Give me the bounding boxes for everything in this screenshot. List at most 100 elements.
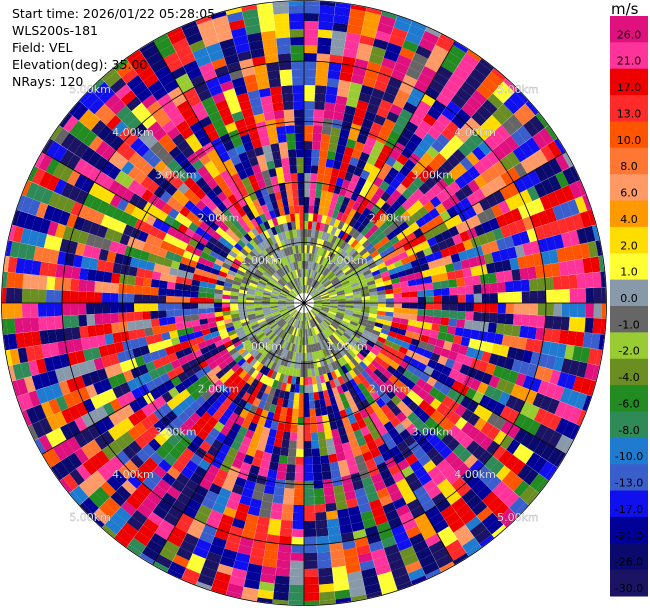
velocity-gate bbox=[175, 322, 185, 331]
velocity-gate bbox=[222, 408, 234, 419]
velocity-gate bbox=[491, 388, 504, 402]
velocity-gate bbox=[309, 181, 317, 190]
velocity-gate bbox=[130, 454, 145, 469]
velocity-gate bbox=[496, 313, 506, 324]
velocity-gate bbox=[382, 369, 393, 380]
velocity-gate bbox=[404, 267, 415, 276]
velocity-gate bbox=[155, 255, 166, 266]
velocity-gate bbox=[391, 254, 401, 264]
velocity-gate bbox=[262, 310, 272, 314]
velocity-gate bbox=[308, 328, 312, 337]
velocity-gate bbox=[262, 144, 272, 155]
velocity-gate bbox=[350, 174, 361, 185]
velocity-gate bbox=[262, 325, 271, 333]
velocity-gate bbox=[138, 129, 153, 144]
velocity-gate bbox=[535, 478, 549, 493]
velocity-gate bbox=[325, 338, 332, 347]
velocity-gate bbox=[413, 146, 426, 159]
range-ring-label: 4.00km bbox=[112, 126, 154, 139]
velocity-gate bbox=[60, 132, 76, 150]
velocity-gate bbox=[325, 94, 337, 104]
velocity-gate bbox=[205, 42, 222, 55]
velocity-gate bbox=[489, 312, 498, 324]
velocity-gate bbox=[352, 290, 362, 296]
velocity-gate bbox=[263, 271, 272, 279]
velocity-gate bbox=[350, 472, 362, 483]
velocity-gate bbox=[283, 109, 295, 119]
velocity-gate bbox=[33, 404, 47, 421]
velocity-gate bbox=[183, 320, 193, 329]
velocity-gate bbox=[510, 459, 526, 476]
velocity-gate bbox=[313, 296, 322, 300]
velocity-gate bbox=[274, 372, 282, 381]
velocity-gate bbox=[359, 282, 368, 288]
velocity-gate bbox=[106, 343, 117, 356]
velocity-gate bbox=[214, 258, 224, 267]
velocity-gate bbox=[380, 201, 391, 213]
velocity-gate bbox=[393, 573, 411, 587]
velocity-gate bbox=[318, 439, 327, 449]
velocity-gate bbox=[423, 322, 433, 330]
velocity-gate bbox=[262, 292, 272, 296]
velocity-gate bbox=[444, 511, 461, 526]
velocity-gate bbox=[175, 349, 186, 360]
device-label: WLS200s-181 bbox=[12, 23, 98, 38]
velocity-gate bbox=[333, 318, 342, 324]
velocity-gate bbox=[344, 311, 353, 316]
velocity-gate bbox=[311, 448, 321, 457]
velocity-gate bbox=[246, 242, 255, 251]
velocity-gate bbox=[238, 312, 248, 317]
velocity-gate bbox=[209, 221, 220, 232]
velocity-gate bbox=[401, 465, 415, 478]
velocity-gate bbox=[519, 401, 533, 417]
colorbar-swatch bbox=[610, 226, 648, 254]
velocity-gate bbox=[280, 311, 289, 316]
velocity-gate bbox=[131, 509, 148, 525]
velocity-gate bbox=[352, 313, 361, 318]
velocity-gate bbox=[249, 358, 258, 367]
velocity-gate bbox=[272, 252, 279, 262]
velocity-gate bbox=[512, 280, 522, 292]
velocity-gate bbox=[313, 391, 320, 401]
velocity-gate bbox=[153, 34, 169, 45]
velocity-gate bbox=[330, 353, 337, 362]
velocity-gate bbox=[574, 331, 585, 347]
velocity-gate bbox=[418, 453, 432, 467]
velocity-gate bbox=[576, 317, 586, 333]
velocity-gate bbox=[304, 277, 307, 286]
velocity-gate bbox=[257, 253, 266, 262]
velocity-gate bbox=[222, 294, 231, 300]
velocity-gate bbox=[429, 512, 445, 527]
velocity-gate bbox=[30, 317, 40, 332]
velocity-gate bbox=[290, 37, 304, 46]
velocity-gate bbox=[313, 359, 318, 369]
velocity-gate bbox=[112, 332, 123, 344]
velocity-gate bbox=[401, 395, 413, 407]
velocity-gate bbox=[304, 269, 306, 278]
velocity-gate bbox=[348, 276, 357, 283]
velocity-gate bbox=[312, 262, 317, 271]
velocity-gate bbox=[317, 264, 324, 273]
velocity-gate bbox=[499, 345, 510, 358]
colorbar-tick-label: -26.0 bbox=[615, 556, 643, 569]
velocity-gate bbox=[444, 451, 459, 465]
velocity-gate bbox=[12, 363, 24, 381]
velocity-gate bbox=[206, 200, 217, 212]
velocity-gate bbox=[493, 175, 507, 190]
velocity-gate bbox=[82, 193, 96, 208]
velocity-gate bbox=[476, 105, 492, 121]
velocity-gate bbox=[100, 481, 116, 497]
velocity-gate bbox=[331, 557, 346, 568]
velocity-gate bbox=[380, 191, 391, 202]
velocity-gate bbox=[347, 414, 357, 425]
velocity-gate bbox=[428, 158, 442, 172]
velocity-gate bbox=[486, 114, 502, 131]
velocity-gate bbox=[177, 182, 190, 195]
colorbar-tick-label: -2.0 bbox=[618, 345, 639, 358]
velocity-gate bbox=[364, 272, 374, 280]
velocity-gate bbox=[5, 349, 13, 366]
colorbar-swatch bbox=[610, 490, 648, 518]
velocity-gate bbox=[289, 351, 294, 360]
velocity-gate bbox=[468, 256, 479, 268]
velocity-gate bbox=[525, 490, 539, 505]
